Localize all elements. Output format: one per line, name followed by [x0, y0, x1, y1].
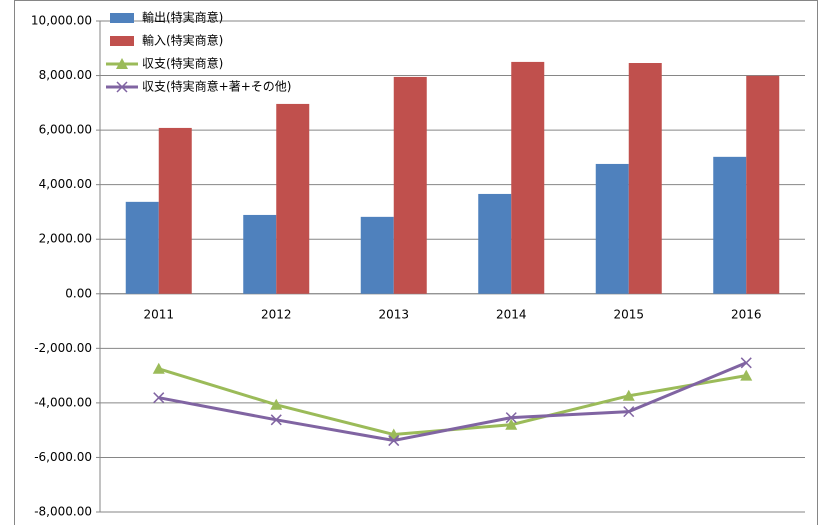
- x-tick-label: 2013: [378, 307, 409, 321]
- legend-swatch: [110, 36, 134, 46]
- marker: [623, 406, 635, 418]
- marker: [622, 389, 635, 401]
- bar: [628, 63, 662, 294]
- bar: [243, 214, 277, 294]
- x-tick-label: 2014: [496, 307, 527, 321]
- marker: [153, 392, 165, 404]
- x-tick-label: 2015: [613, 307, 644, 321]
- legend-label: 輸入(特実商意): [142, 33, 223, 48]
- bar: [276, 103, 310, 294]
- marker: [505, 412, 517, 424]
- legend-label: 輸出(特実商意): [142, 10, 223, 25]
- y-tick-label: 4,000.00: [39, 177, 92, 191]
- bar: [746, 75, 780, 294]
- y-tick-label: 10,000.00: [31, 14, 92, 28]
- y-tick-label: -2,000.00: [34, 341, 92, 355]
- marker: [116, 81, 128, 93]
- marker: [740, 369, 753, 381]
- bar: [595, 163, 629, 294]
- x-tick-label: 2012: [261, 307, 292, 321]
- marker: [270, 414, 282, 426]
- marker: [740, 357, 752, 369]
- bar: [511, 61, 545, 294]
- x-tick-label: 2016: [731, 307, 762, 321]
- y-tick-label: 2,000.00: [39, 232, 92, 246]
- marker: [152, 362, 165, 374]
- marker: [388, 435, 400, 447]
- bar: [360, 216, 394, 294]
- y-tick-label: -6,000.00: [34, 450, 92, 464]
- bar: [393, 76, 427, 294]
- bar: [478, 193, 512, 294]
- marker: [270, 398, 283, 410]
- line: [158, 361, 747, 443]
- y-tick-label: -4,000.00: [34, 395, 92, 409]
- legend-swatch: [110, 13, 134, 23]
- legend-label: 収支(特実商意+著+その他): [142, 79, 291, 94]
- bar: [713, 156, 747, 294]
- marker: [505, 418, 518, 430]
- bar: [158, 127, 192, 294]
- marker: [116, 58, 128, 69]
- y-tick-label: 0.00: [65, 286, 92, 300]
- bar: [125, 201, 159, 294]
- x-tick-label: 2011: [143, 307, 174, 321]
- y-tick-label: -8,000.00: [34, 505, 92, 519]
- y-tick-label: 6,000.00: [39, 123, 92, 137]
- y-tick-label: 8,000.00: [39, 68, 92, 82]
- legend-label: 収支(特実商意): [142, 56, 223, 71]
